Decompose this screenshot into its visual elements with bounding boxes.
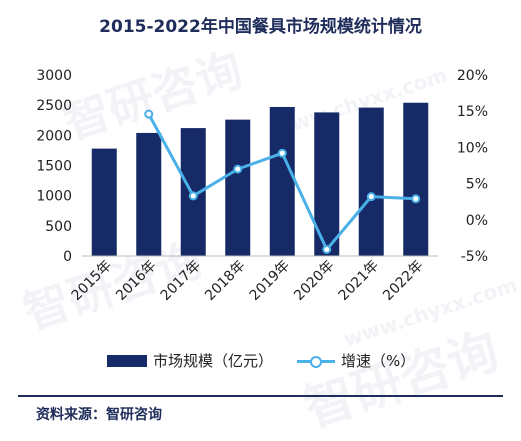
growth-point [322, 244, 332, 254]
x-tick-label: 2021年 [336, 258, 382, 304]
legend-label-growth: 增速（%） [341, 352, 416, 370]
bar [403, 102, 429, 257]
growth-points [144, 109, 421, 254]
left-tick-label: 2500 [36, 98, 72, 114]
x-tick-label: 2022年 [380, 258, 426, 304]
legend-label-size: 市场规模（亿元） [153, 352, 274, 370]
legend-bar-swatch [107, 354, 147, 367]
legend-item-growth: 增速（%） [297, 350, 415, 371]
growth-point [233, 164, 243, 174]
right-axis: -5% 0% 5% 10% 15% 20% [457, 68, 488, 265]
chart-title: 2015-2022年中国餐具市场规模统计情况 [99, 17, 422, 37]
legend-item-size: 市场规模（亿元） [107, 350, 273, 371]
bar [358, 107, 384, 256]
left-tick-label: 500 [45, 219, 72, 235]
right-tick-label: -5% [461, 249, 488, 265]
bar [136, 132, 162, 256]
right-tick-label: 10% [457, 140, 488, 156]
bar-series [91, 102, 429, 257]
x-tick-label: 2017年 [158, 258, 204, 304]
bar [314, 112, 340, 256]
x-tick-label: 2019年 [247, 258, 293, 304]
left-tick-label: 2000 [36, 128, 72, 144]
combo-chart: 0 500 1000 1500 2000 2500 3000 -5% 0% 5% 10% 15% 20… [36, 68, 488, 304]
left-tick-label: 1000 [36, 189, 72, 205]
growth-point [366, 192, 376, 202]
legend: 市场规模（亿元） 增速（%） [0, 350, 521, 372]
growth-point [144, 109, 154, 119]
x-tick-label: 2016年 [113, 258, 159, 304]
left-axis: 0 500 1000 1500 2000 2500 3000 [36, 68, 72, 265]
bar [225, 119, 251, 256]
bar [269, 106, 295, 256]
footer-divider [18, 395, 503, 397]
left-tick-label: 3000 [36, 68, 72, 84]
bar [91, 148, 117, 256]
growth-point [188, 191, 198, 201]
growth-point [277, 148, 287, 158]
x-tick-label: 2018年 [202, 258, 248, 304]
left-tick-label: 0 [63, 249, 72, 265]
x-tick-label: 2020年 [291, 258, 337, 304]
left-tick-label: 1500 [36, 159, 72, 175]
right-tick-label: 15% [457, 104, 488, 120]
source-note: 资料来源：智研咨询 [36, 407, 162, 423]
legend-line-swatch [297, 355, 335, 368]
right-tick-label: 5% [466, 177, 488, 193]
x-tick-label: 2015年 [69, 258, 115, 304]
right-tick-label: 0% [466, 213, 488, 229]
right-tick-label: 20% [457, 68, 488, 84]
growth-point [411, 194, 421, 204]
